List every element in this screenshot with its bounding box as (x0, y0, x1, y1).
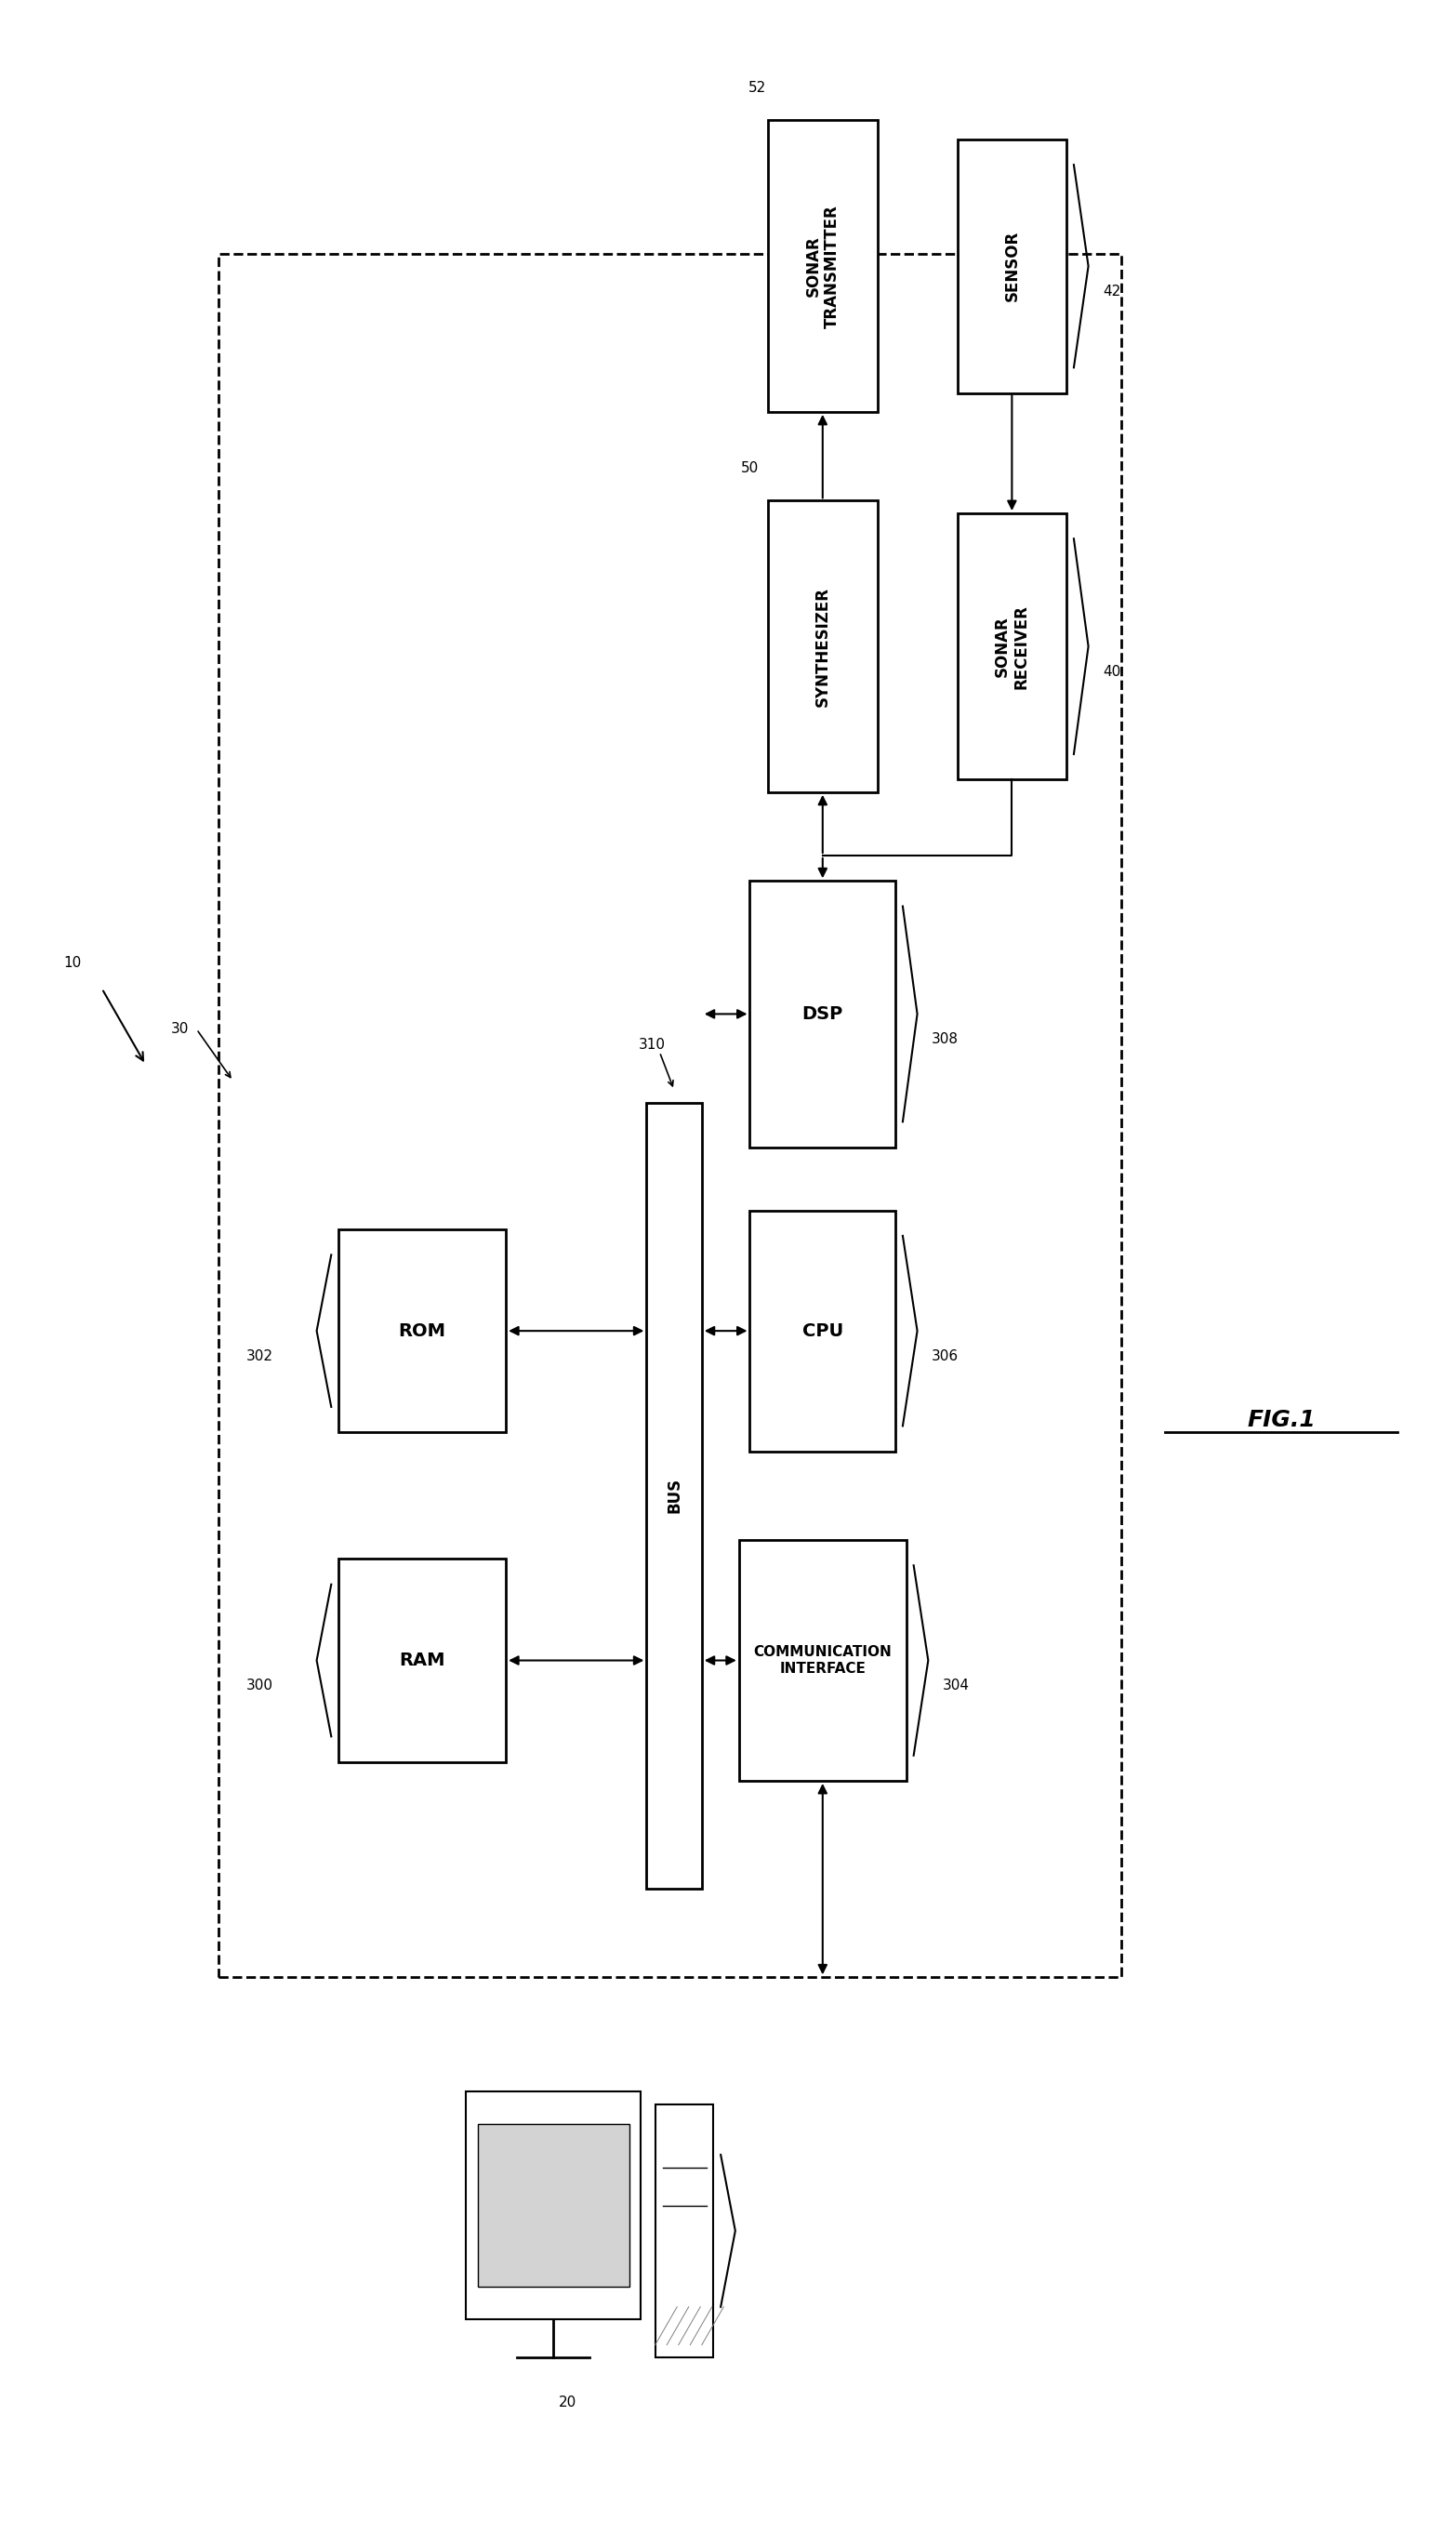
Bar (218, 254, 1121, 1977)
Text: RAM: RAM (399, 1653, 446, 1668)
Text: 308: 308 (932, 1032, 960, 1047)
Text: 20: 20 (559, 2396, 577, 2411)
Text: 302: 302 (246, 1349, 272, 1364)
Bar (478, 2124, 629, 2287)
Text: SENSOR: SENSOR (1003, 231, 1021, 302)
Bar (655, 2104, 713, 2358)
Text: 50: 50 (741, 461, 759, 477)
Text: DSP: DSP (802, 1006, 843, 1022)
Bar (750, 1212, 895, 1450)
Bar (338, 1229, 505, 1432)
Bar (646, 1103, 702, 1889)
Text: 10: 10 (64, 956, 82, 971)
Text: SYNTHESIZER: SYNTHESIZER (814, 586, 831, 707)
Text: CPU: CPU (802, 1323, 843, 1338)
Text: 30: 30 (172, 1022, 189, 1037)
Text: FIG.1: FIG.1 (1246, 1409, 1316, 1430)
Text: 40: 40 (1102, 664, 1121, 679)
Text: 52: 52 (748, 81, 766, 96)
Text: BUS: BUS (665, 1478, 683, 1513)
Bar (338, 1559, 505, 1762)
Text: 310: 310 (639, 1037, 665, 1052)
Bar (738, 1541, 906, 1782)
Text: ROM: ROM (399, 1323, 446, 1338)
Bar (769, 122, 877, 413)
Bar (957, 139, 1066, 393)
Text: SONAR
RECEIVER: SONAR RECEIVER (994, 603, 1029, 690)
Text: 300: 300 (246, 1678, 272, 1693)
Text: 304: 304 (942, 1678, 970, 1693)
Bar (750, 882, 895, 1148)
Text: SONAR
TRANSMITTER: SONAR TRANSMITTER (805, 205, 840, 327)
Bar (769, 502, 877, 791)
Text: 306: 306 (932, 1349, 960, 1364)
Bar (466, 2091, 641, 2320)
Bar (957, 515, 1066, 781)
Text: COMMUNICATION
INTERFACE: COMMUNICATION INTERFACE (754, 1645, 891, 1676)
Text: 42: 42 (1102, 284, 1121, 299)
